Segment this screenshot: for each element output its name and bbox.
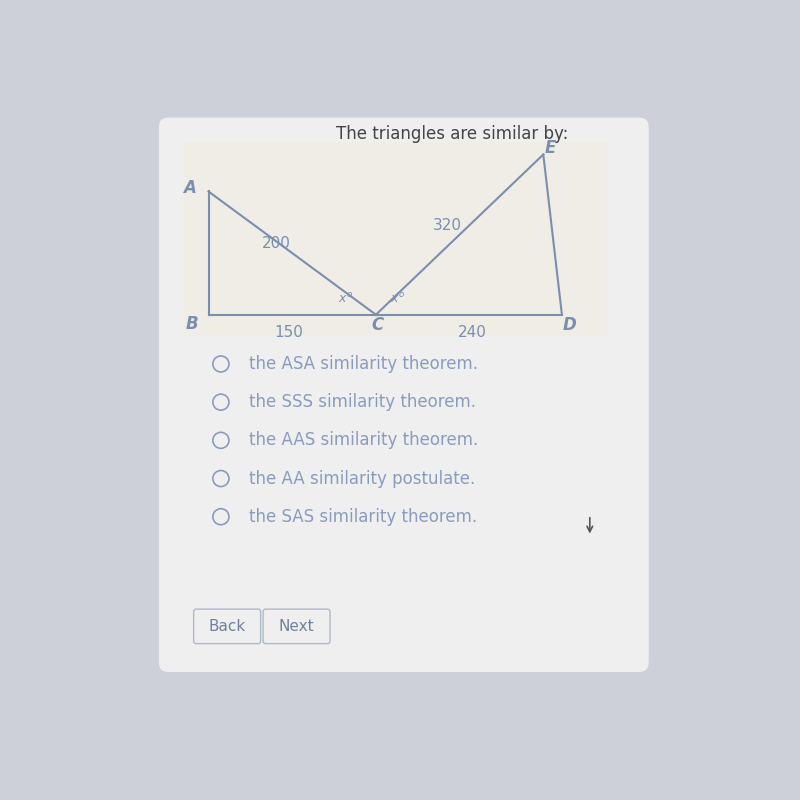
Text: 240: 240 [458, 325, 486, 340]
Text: C: C [371, 316, 383, 334]
Text: Next: Next [278, 619, 314, 634]
Text: The triangles are similar by:: The triangles are similar by: [336, 125, 568, 143]
Text: D: D [562, 316, 576, 334]
FancyBboxPatch shape [184, 142, 609, 336]
Text: B: B [186, 315, 198, 333]
Text: the AA similarity postulate.: the AA similarity postulate. [249, 470, 475, 487]
Text: the AAS similarity theorem.: the AAS similarity theorem. [249, 431, 478, 450]
Text: Back: Back [209, 619, 246, 634]
Text: A: A [183, 179, 196, 198]
Text: the SSS similarity theorem.: the SSS similarity theorem. [249, 393, 476, 411]
Text: 200: 200 [262, 236, 291, 251]
Text: the ASA similarity theorem.: the ASA similarity theorem. [249, 355, 478, 373]
FancyBboxPatch shape [159, 118, 649, 672]
FancyBboxPatch shape [194, 609, 261, 644]
Text: 320: 320 [433, 218, 462, 233]
FancyBboxPatch shape [263, 609, 330, 644]
Text: 150: 150 [274, 325, 303, 340]
Text: the SAS similarity theorem.: the SAS similarity theorem. [249, 508, 477, 526]
Text: $x^{o}$: $x^{o}$ [338, 291, 353, 306]
Text: E: E [545, 139, 557, 158]
Text: $x^{o}$: $x^{o}$ [390, 291, 406, 306]
